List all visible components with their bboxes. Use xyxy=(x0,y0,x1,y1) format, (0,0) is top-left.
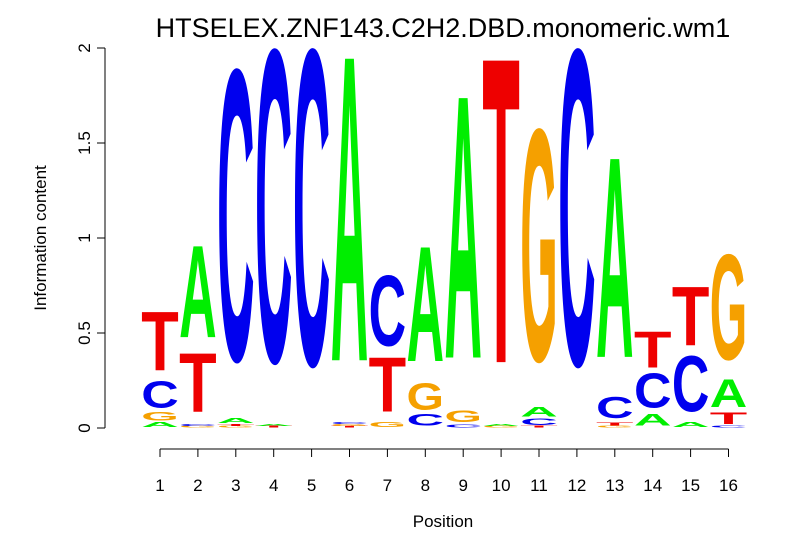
x-tick-label: 9 xyxy=(458,476,467,495)
logo-letter-T: T xyxy=(179,335,216,430)
x-tick-label: 5 xyxy=(307,476,316,495)
logo-letter-G: G xyxy=(217,426,254,429)
y-axis: 0 0.5 1 1.5 2 xyxy=(75,43,106,433)
logo-letter-T: T xyxy=(141,294,178,389)
logo-letter-C: C xyxy=(293,0,330,461)
position-stack: CGA xyxy=(444,17,481,439)
position-stack: ACT xyxy=(634,322,672,430)
y-tick-label: 1 xyxy=(75,233,94,242)
position-stack: CGA xyxy=(407,211,445,429)
position-stack: GAT xyxy=(482,0,520,456)
logo-letter-T: T xyxy=(520,426,558,429)
x-axis-label: Position xyxy=(413,512,473,531)
logo-letter-C: C xyxy=(634,363,671,419)
logo-letter-C: C xyxy=(520,416,557,427)
x-tick-label: 6 xyxy=(345,476,354,495)
logo-letter-T: T xyxy=(672,269,709,364)
logo-letter-G: G xyxy=(596,426,633,429)
x-tick-label: 1 xyxy=(155,476,164,495)
logo-letter-A: A xyxy=(482,424,520,427)
x-tick-label: 14 xyxy=(643,476,662,495)
logo-letter-A: A xyxy=(634,411,672,429)
logo-letter-A: A xyxy=(331,0,368,454)
logo-letter-G: G xyxy=(369,421,406,429)
x-tick-label: 16 xyxy=(719,476,738,495)
logo-letter-G: G xyxy=(331,424,368,427)
logo-letter-A: A xyxy=(444,17,481,439)
x-tick-label: 8 xyxy=(421,476,430,495)
logo-letter-T: T xyxy=(634,322,672,379)
y-tick-label: 0 xyxy=(75,423,94,432)
logo-letter-C: C xyxy=(369,255,407,368)
logo-letter-C: C xyxy=(217,0,254,448)
logo-letter-C: C xyxy=(331,422,369,425)
logo-letter-G: G xyxy=(444,407,481,426)
x-tick-label: 7 xyxy=(383,476,392,495)
x-tick-label: 3 xyxy=(231,476,240,495)
x-tick-label: 10 xyxy=(492,476,511,495)
logo-letter-G: G xyxy=(179,426,216,429)
logo-letter-C: C xyxy=(444,423,481,428)
x-tick-label: 4 xyxy=(269,476,278,495)
x-tick-label: 12 xyxy=(567,476,586,495)
x-tick-label: 15 xyxy=(681,476,700,495)
logo-letter-T: T xyxy=(710,409,747,428)
logo-letter-A: A xyxy=(710,371,747,416)
logo-letter-C: C xyxy=(672,340,709,429)
logo-letter-A: A xyxy=(217,417,255,425)
logo-letter-A: A xyxy=(520,404,558,420)
x-axis: 1 2 3 4 5 6 7 8 9 10 11 12 13 14 15 16 xyxy=(155,448,738,495)
y-tick-label: 0.5 xyxy=(75,321,94,345)
logo-letter-T: T xyxy=(369,341,407,428)
logo-letter-T: T xyxy=(255,426,293,429)
position-stack: GTC xyxy=(369,255,407,429)
y-tick-label: 1.5 xyxy=(75,131,94,155)
logo-letter-G: G xyxy=(520,61,557,432)
position-stack: C xyxy=(558,0,596,461)
logo-letter-T: T xyxy=(482,0,519,456)
logo-letter-C: C xyxy=(141,373,178,415)
x-tick-label: 11 xyxy=(530,476,548,495)
chart-title: HTSELEX.ZNF143.C2H2.DBD.monomeric.wm1 xyxy=(156,13,731,43)
logo-letter-C: C xyxy=(558,0,596,461)
y-tick-label: 2 xyxy=(75,43,94,52)
logo-letter-G: G xyxy=(482,426,519,429)
logo-letter-C: C xyxy=(179,424,217,427)
position-stack: ACT xyxy=(672,269,710,429)
logo-letter-T: T xyxy=(596,421,634,426)
logo-letter-C: C xyxy=(710,426,748,429)
logo-letter-C: C xyxy=(255,0,292,456)
logo-letter-G: G xyxy=(141,410,178,423)
y-axis-label: Information content xyxy=(31,165,50,311)
logo-letter-T: T xyxy=(331,426,369,429)
logo-letter-G: G xyxy=(407,376,444,418)
x-tick-label: 13 xyxy=(605,476,624,495)
logo-letter-A: A xyxy=(596,97,633,418)
position-stack: TAC xyxy=(255,0,293,456)
logo-letter-A: A xyxy=(407,211,444,396)
logo-letter-A: A xyxy=(672,421,710,429)
logo-letter-C: C xyxy=(407,411,445,429)
position-stack: C xyxy=(293,0,330,461)
logo-letter-T: T xyxy=(217,424,255,427)
logo-letter-A: A xyxy=(179,219,216,366)
logo-letter-A: A xyxy=(255,424,293,427)
x-tick-label: 2 xyxy=(193,476,202,495)
logo-letter-A: A xyxy=(141,421,179,429)
logo-letter-G: G xyxy=(710,223,747,391)
logo-letter-C: C xyxy=(596,391,633,425)
